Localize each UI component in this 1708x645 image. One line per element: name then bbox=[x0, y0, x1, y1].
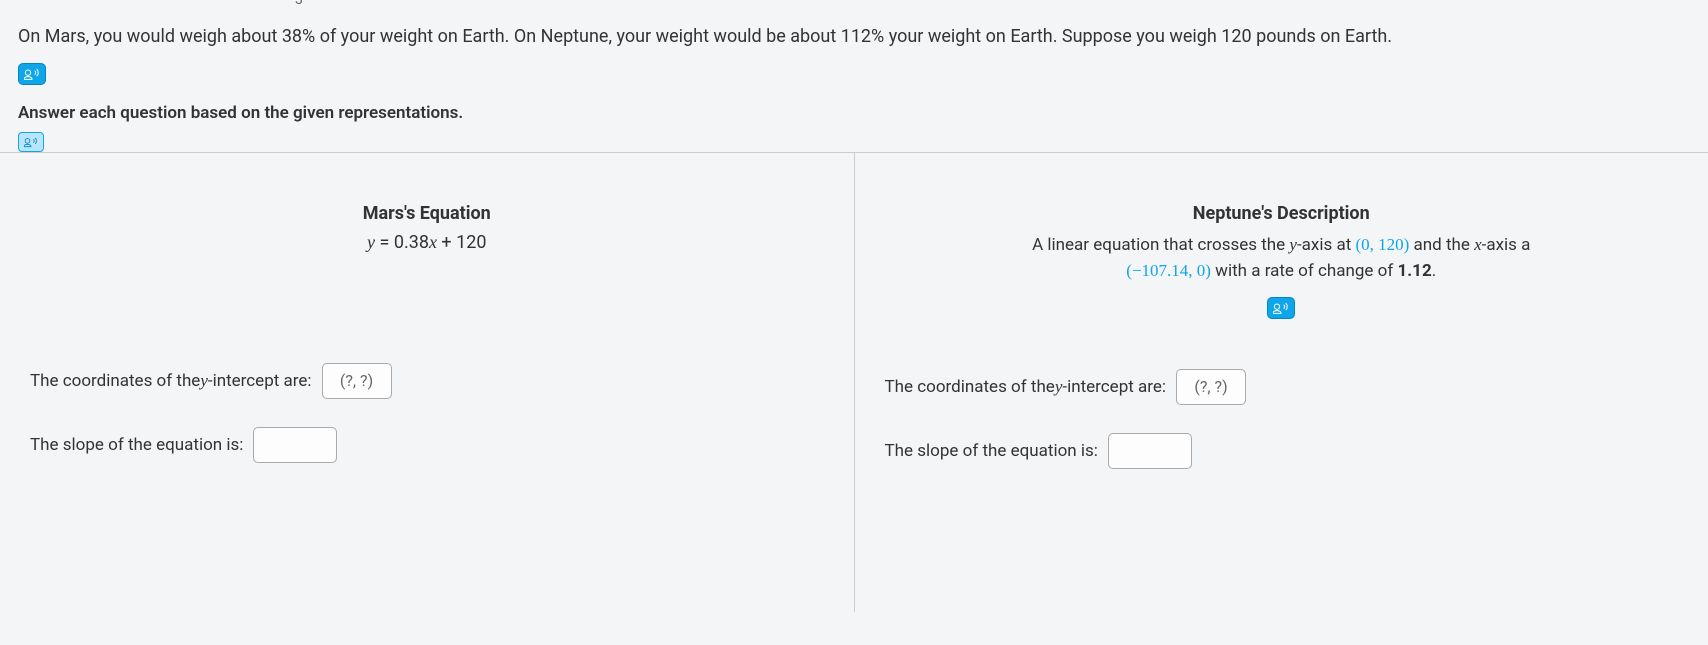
neptune-title: Neptune's Description bbox=[885, 203, 1679, 224]
neptune-answers: The coordinates of the y -intercept are:… bbox=[885, 369, 1679, 469]
intercept-label-prefix: The coordinates of the bbox=[885, 377, 1055, 397]
audio-icon[interactable] bbox=[1267, 297, 1295, 319]
page-marker: 3 bbox=[295, 0, 303, 8]
mars-title: Mars's Equation bbox=[30, 203, 824, 224]
coord-y-intercept: (0, 120) bbox=[1355, 235, 1409, 254]
content-columns: Mars's Equation y = 0.38x + 120 The coor… bbox=[0, 152, 1708, 612]
coord-x-intercept: (−107.14, 0) bbox=[1126, 261, 1211, 280]
mars-answers: The coordinates of the y -intercept are:… bbox=[30, 363, 824, 463]
desc-x-var: x bbox=[1474, 235, 1482, 254]
instruction-label: Answer each question based on the given … bbox=[18, 103, 463, 123]
slope-label: The slope of the equation is: bbox=[30, 435, 243, 455]
mars-column: Mars's Equation y = 0.38x + 120 The coor… bbox=[0, 153, 855, 612]
equation-text: + 120 bbox=[437, 232, 487, 253]
neptune-slope-input[interactable] bbox=[1108, 433, 1192, 469]
neptune-slope-row: The slope of the equation is: bbox=[885, 433, 1679, 469]
neptune-intercept-input[interactable]: (?, ?) bbox=[1176, 369, 1246, 405]
intercept-label-prefix: The coordinates of the bbox=[30, 371, 200, 391]
audio-icon[interactable] bbox=[18, 63, 46, 85]
mars-slope-input[interactable] bbox=[253, 427, 337, 463]
problem-statement: On Mars, you would weigh about 38% of yo… bbox=[0, 2, 1708, 57]
equation-y-var: y bbox=[367, 232, 375, 252]
rate-value: 1.12 bbox=[1398, 261, 1432, 281]
desc-text: and the bbox=[1409, 235, 1474, 255]
mars-slope-row: The slope of the equation is: bbox=[30, 427, 824, 463]
header-decoration: 3 bbox=[0, 0, 1708, 2]
neptune-description: A linear equation that crosses the y-axi… bbox=[885, 232, 1679, 319]
mars-intercept-input[interactable]: (?, ?) bbox=[322, 363, 392, 399]
neptune-column: Neptune's Description A linear equation … bbox=[855, 153, 1708, 612]
equation-text: = 0.38 bbox=[375, 232, 429, 253]
intercept-y-var: y bbox=[200, 371, 208, 391]
intercept-label-suffix: -intercept are: bbox=[208, 371, 312, 391]
desc-y-var: y bbox=[1289, 235, 1297, 254]
equation-x-var: x bbox=[429, 232, 437, 252]
mars-intercept-row: The coordinates of the y -intercept are:… bbox=[30, 363, 824, 399]
mars-equation: y = 0.38x + 120 bbox=[30, 232, 824, 253]
desc-text: -axis a bbox=[1482, 235, 1531, 255]
intercept-y-var: y bbox=[1055, 377, 1063, 397]
desc-suffix: . bbox=[1432, 261, 1436, 281]
instruction-text: Answer each question based on the given … bbox=[0, 85, 1708, 127]
slope-label: The slope of the equation is: bbox=[885, 441, 1098, 461]
audio-icon[interactable] bbox=[18, 132, 44, 152]
desc-text: -axis at bbox=[1297, 235, 1356, 255]
intercept-label-suffix: -intercept are: bbox=[1062, 377, 1166, 397]
desc-text: A linear equation that crosses the bbox=[1032, 235, 1289, 255]
neptune-intercept-row: The coordinates of the y -intercept are:… bbox=[885, 369, 1679, 405]
desc-text: with a rate of change of bbox=[1211, 261, 1398, 281]
